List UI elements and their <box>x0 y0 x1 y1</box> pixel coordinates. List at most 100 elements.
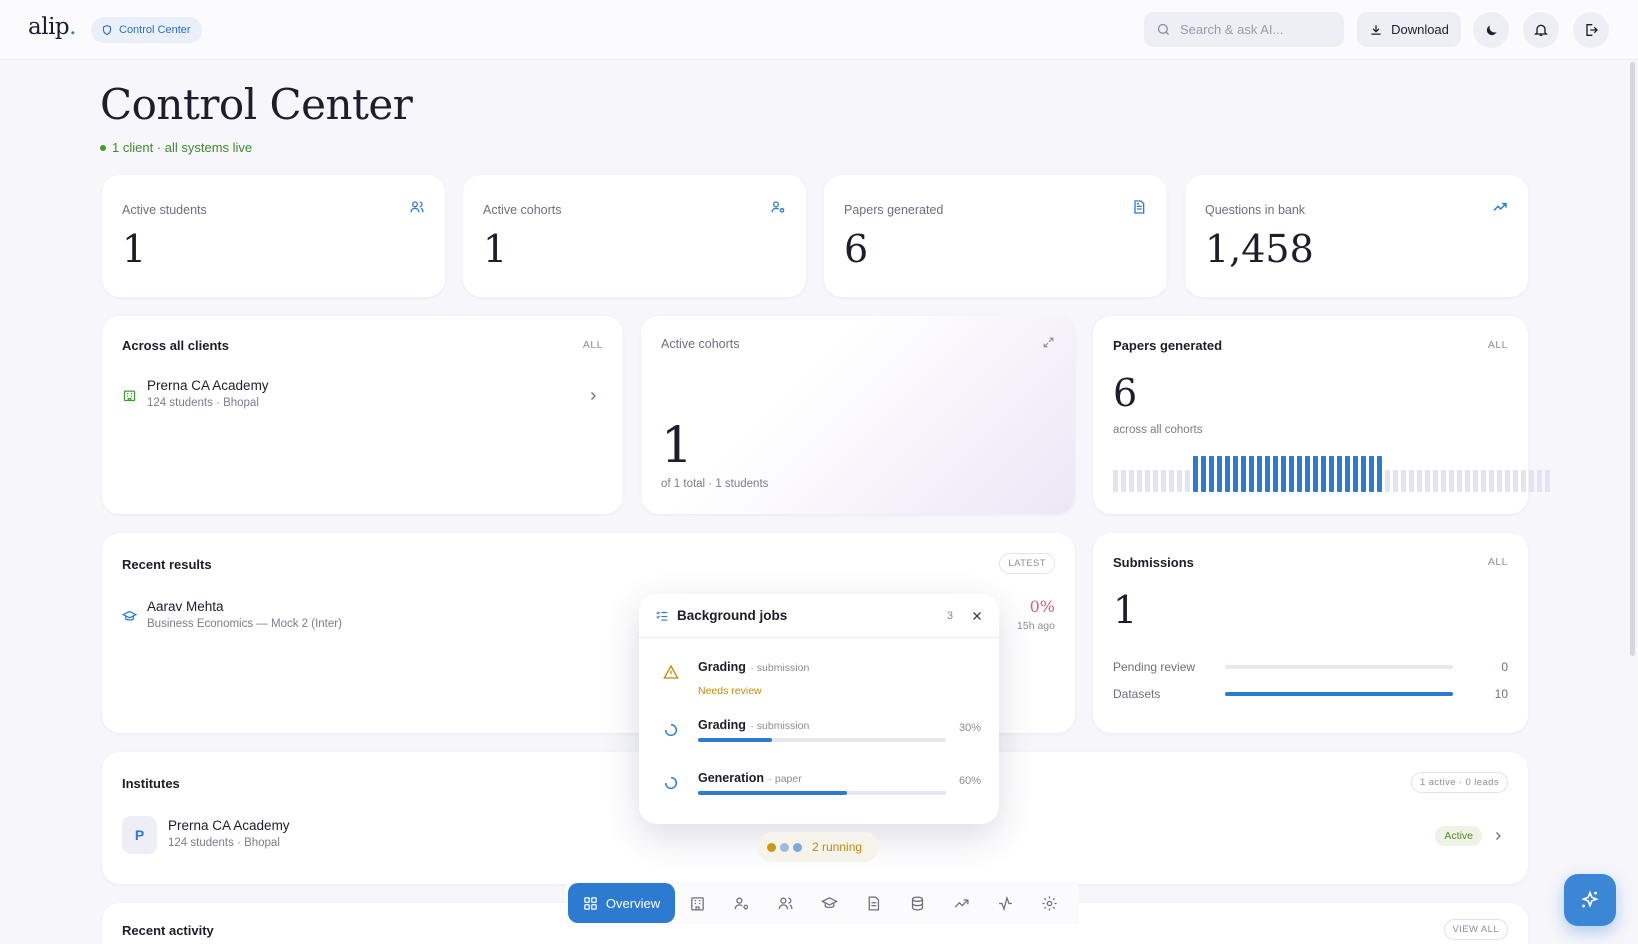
clients-card: Across all clients ALL Prerna CA Academy… <box>102 316 623 514</box>
activity-bar <box>1137 470 1142 492</box>
latest-tag[interactable]: LATEST <box>999 553 1055 574</box>
activity-bar <box>1313 456 1318 492</box>
app-logo[interactable]: alip. <box>28 14 76 40</box>
spinner-icon <box>664 723 678 737</box>
jobs-count: 3 <box>946 609 953 622</box>
breadcrumb[interactable]: Control Center <box>91 17 202 43</box>
cohorts-card[interactable]: Active cohorts 1 of 1 total · 1 students <box>641 316 1075 514</box>
nav-papers[interactable] <box>851 883 895 923</box>
job-name: Grading <box>698 718 746 732</box>
status-dot-icon <box>100 144 106 151</box>
meter-label: Pending review <box>1113 660 1196 674</box>
running-label: 2 running <box>812 840 863 854</box>
activity-icon <box>998 895 1012 911</box>
institute-row[interactable]: P Prerna CA Academy 124 students · Bhopa… <box>122 816 1508 856</box>
stat-label: Papers generated <box>844 203 944 217</box>
job-progress-fill <box>698 738 773 742</box>
stat-value: 6 <box>844 227 869 271</box>
chevron-right-icon <box>1496 832 1501 840</box>
activity-bar <box>1265 456 1270 492</box>
view-all-link[interactable]: ALL <box>1487 339 1508 351</box>
shield-icon <box>102 24 112 36</box>
logout-button[interactable] <box>1573 12 1609 48</box>
jobs-title: Background jobs <box>677 608 788 623</box>
nav-results[interactable] <box>807 883 851 923</box>
activity-bar <box>1417 470 1422 492</box>
activity-bar <box>1169 470 1174 492</box>
nav-institutes[interactable] <box>675 883 719 923</box>
nav-cohorts[interactable] <box>719 883 763 923</box>
building-icon <box>123 390 136 402</box>
client-name: Prerna CA Academy <box>147 378 269 393</box>
activity-bar <box>1385 470 1390 492</box>
logo-dot: . <box>69 14 76 40</box>
cohorts-value: 1 <box>661 416 693 474</box>
activity-bar <box>1409 470 1414 492</box>
ai-assistant-button[interactable] <box>1564 874 1616 926</box>
job-item[interactable]: Grading · submission Needs review <box>663 658 981 698</box>
graduation-cap-icon <box>122 610 137 621</box>
status-text: 1 client · all systems live <box>112 140 253 155</box>
nav-settings[interactable] <box>1027 883 1071 923</box>
activity-bar <box>1433 470 1438 492</box>
activity-bar <box>1401 470 1406 492</box>
card-title: Recent results <box>122 557 212 572</box>
stat-card-papers-generated[interactable]: Papers generated 6 <box>824 175 1167 297</box>
view-all-button[interactable]: VIEW ALL <box>1443 919 1508 940</box>
job-item[interactable]: Generation · paper 60% <box>663 771 981 803</box>
view-all-link[interactable]: ALL <box>582 339 603 351</box>
stat-card-questions-in-bank[interactable]: Questions in bank 1,458 <box>1185 175 1528 297</box>
client-row[interactable]: Prerna CA Academy 124 students · Bhopal <box>122 378 603 418</box>
activity-bar <box>1281 456 1286 492</box>
job-percent: 30% <box>958 722 981 734</box>
running-jobs-pill[interactable]: 2 running <box>757 832 879 862</box>
system-status: 1 client · all systems live <box>100 140 252 155</box>
nav-students[interactable] <box>763 883 807 923</box>
nav-overview[interactable]: Overview <box>568 883 675 923</box>
cohorts-sub: of 1 total · 1 students <box>661 478 769 490</box>
institute-sub: 124 students · Bhopal <box>168 837 280 849</box>
database-icon <box>911 895 923 911</box>
result-sub: Business Economics — Mock 2 (Inter) <box>147 618 342 630</box>
card-title: Institutes <box>122 776 180 791</box>
download-button[interactable]: Download <box>1357 12 1461 47</box>
stat-value: 1,458 <box>1205 227 1314 271</box>
result-row[interactable]: Aarav Mehta Business Economics — Mock 2 … <box>122 597 1055 639</box>
activity-bar <box>1121 470 1126 492</box>
document-icon <box>1134 200 1145 214</box>
close-icon[interactable] <box>971 610 983 622</box>
graduation-cap-icon <box>820 896 838 908</box>
stat-label: Questions in bank <box>1205 203 1306 217</box>
activity-bar <box>1489 470 1494 492</box>
activity-bar <box>1129 470 1134 492</box>
nav-activity[interactable] <box>983 883 1027 923</box>
theme-toggle-button[interactable] <box>1473 12 1509 48</box>
activity-bar <box>1377 456 1382 492</box>
nav-database[interactable] <box>895 883 939 923</box>
status-badge: Active <box>1435 826 1482 846</box>
activity-bar <box>1353 456 1358 492</box>
nav-analytics[interactable] <box>939 883 983 923</box>
expand-icon[interactable] <box>1042 336 1055 349</box>
status-dot-icon <box>780 842 789 852</box>
stat-label: Active students <box>122 203 207 217</box>
users-icon <box>777 897 793 909</box>
trending-up-icon <box>954 898 969 907</box>
activity-bar <box>1465 470 1470 492</box>
job-item[interactable]: Grading · submission 30% <box>663 718 981 750</box>
activity-bar <box>1529 470 1534 492</box>
activity-bar <box>1185 470 1190 492</box>
job-kind: · submission <box>750 662 810 674</box>
institute-name: Prerna CA Academy <box>168 818 290 833</box>
search-placeholder: Search & ask AI... <box>1180 22 1284 37</box>
student-name: Aarav Mehta <box>147 599 224 614</box>
scrollbar[interactable] <box>1630 62 1635 656</box>
stat-card-active-students[interactable]: Active students 1 <box>102 175 445 297</box>
search-input[interactable]: Search & ask AI... <box>1144 12 1344 47</box>
download-label: Download <box>1391 22 1449 37</box>
stat-card-active-cohorts[interactable]: Active cohorts 1 <box>463 175 806 297</box>
notifications-button[interactable] <box>1523 12 1559 48</box>
activity-bar <box>1273 456 1278 492</box>
activity-bar <box>1153 470 1158 492</box>
view-all-link[interactable]: ALL <box>1487 556 1508 568</box>
